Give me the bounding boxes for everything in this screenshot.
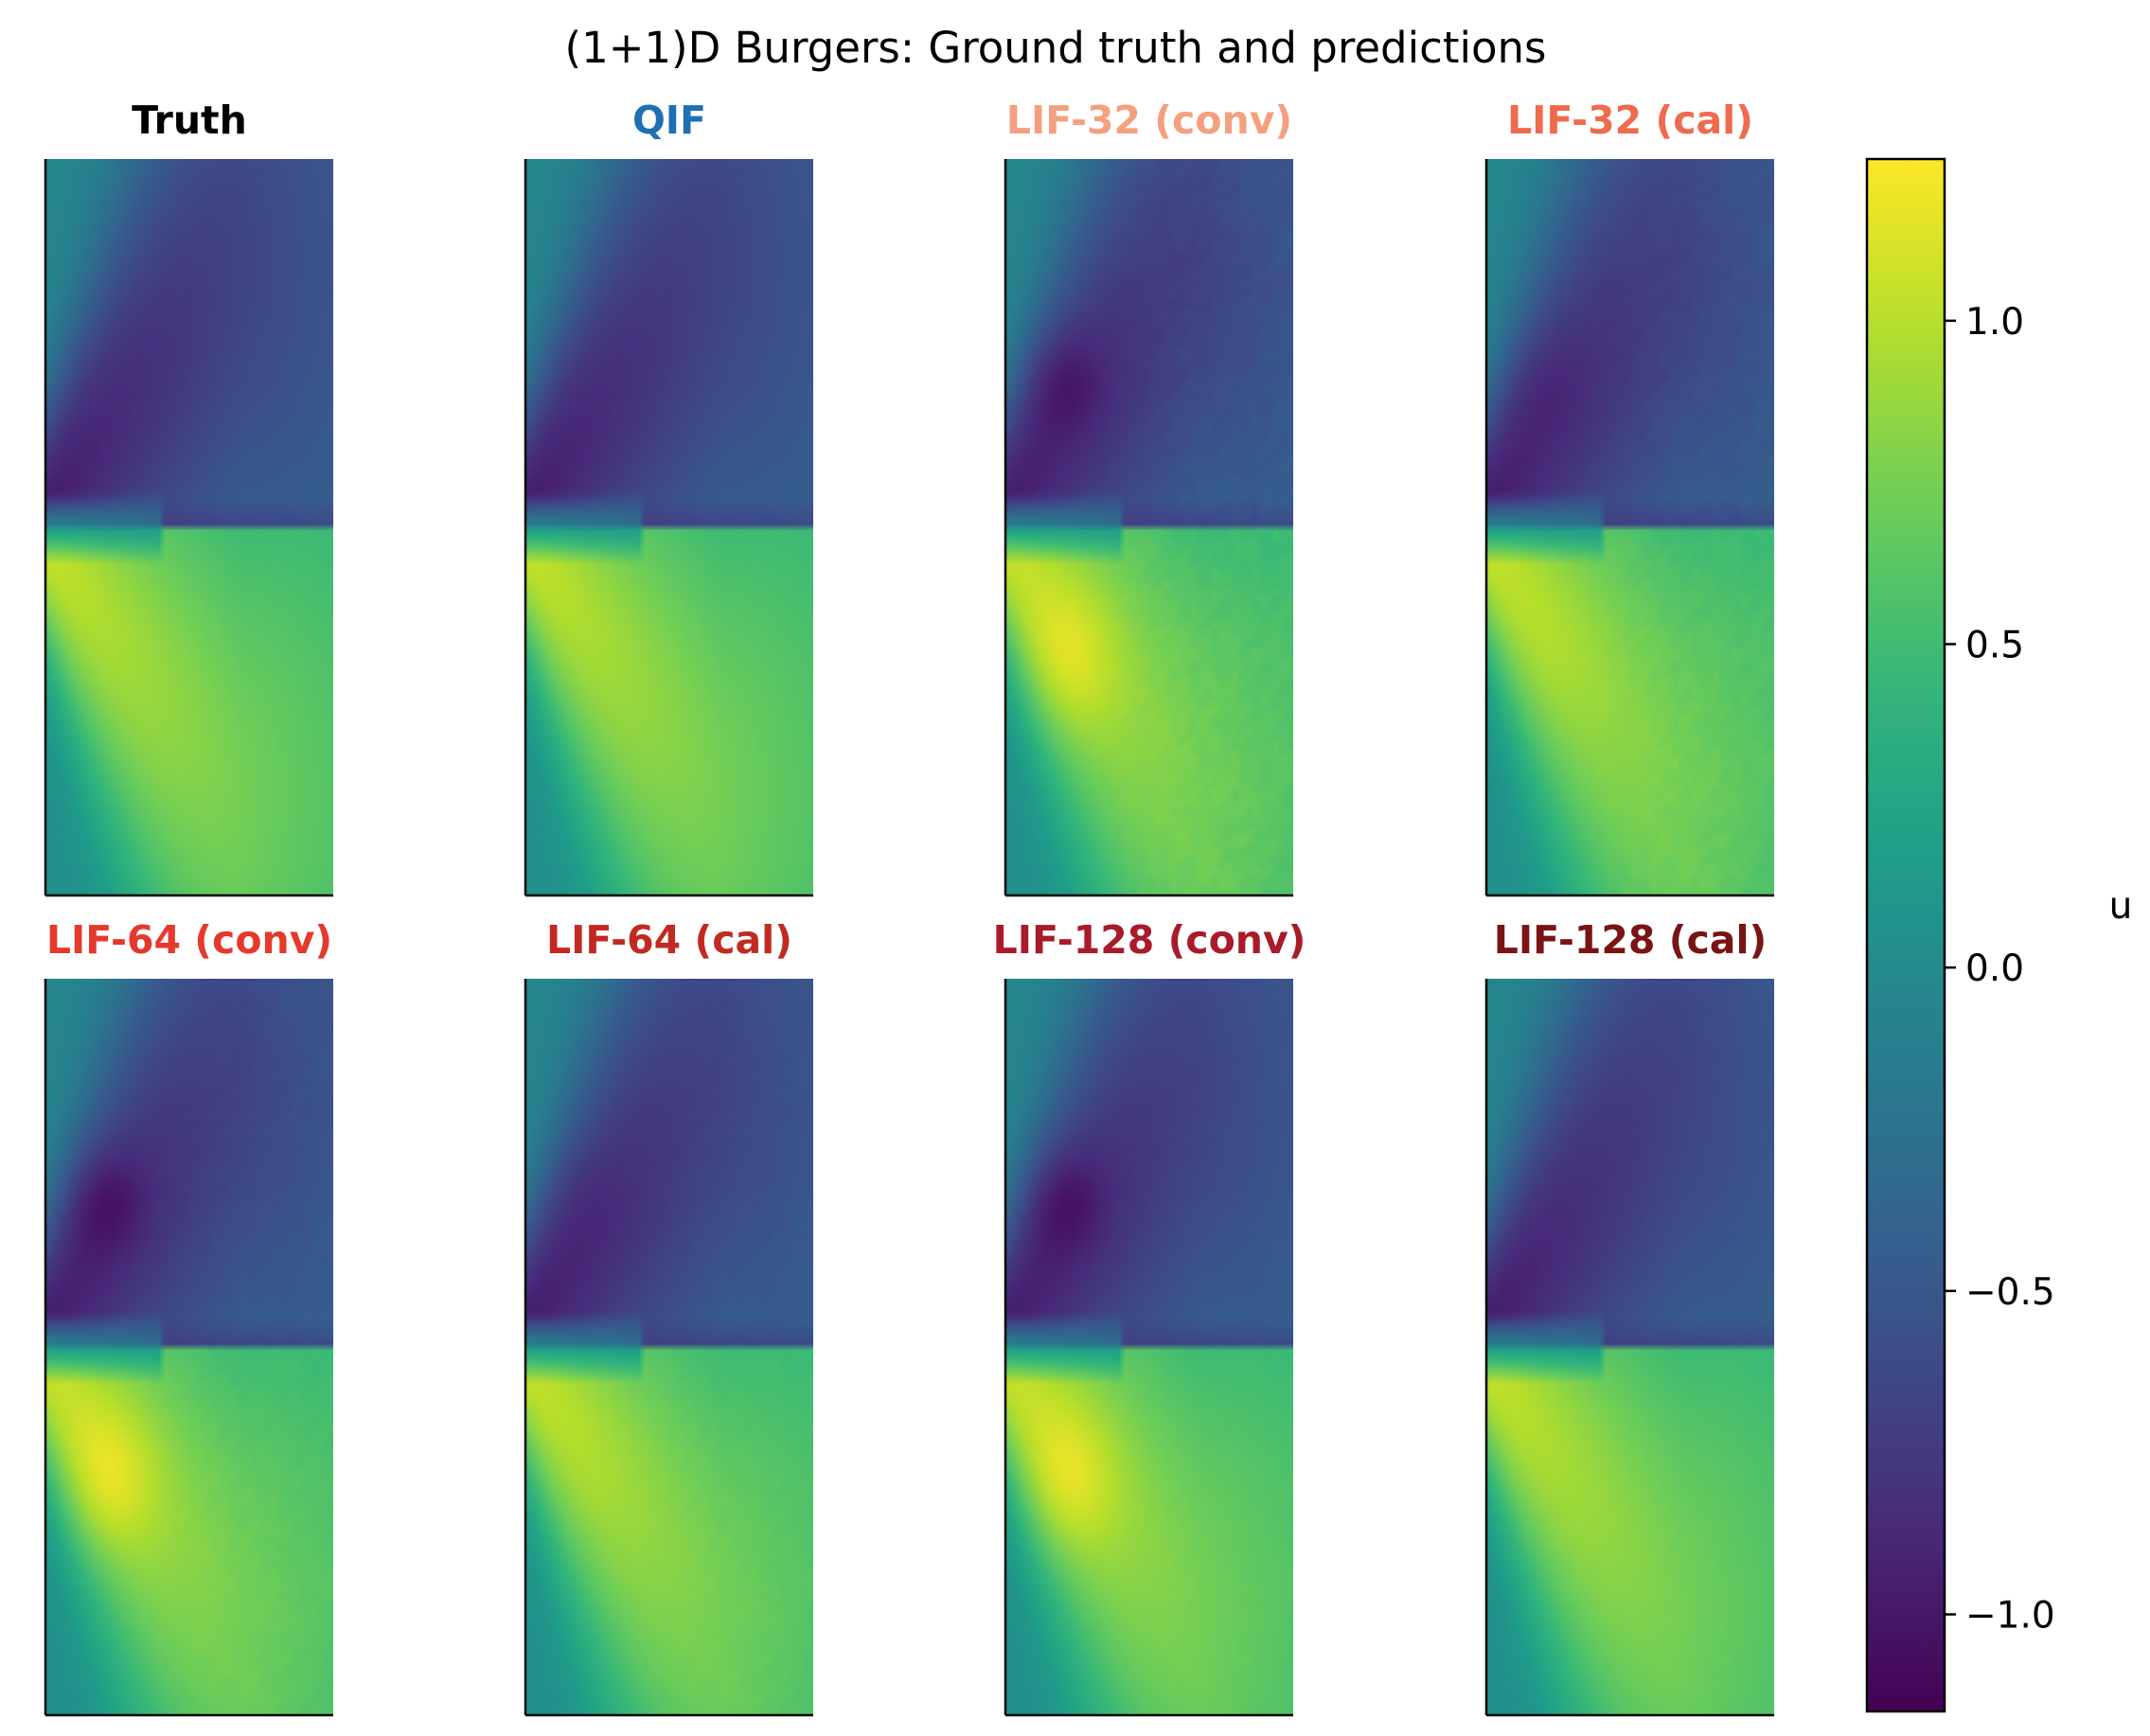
panel-title: LIF-128 (cal) xyxy=(1494,917,1768,963)
panel-title: QIF xyxy=(632,97,706,143)
panel-title: LIF-64 (conv) xyxy=(46,917,332,963)
heatmap-image xyxy=(525,159,813,895)
colorbar-gradient xyxy=(1865,157,1946,1713)
heatmap-image xyxy=(1486,159,1774,895)
colorbar-label: u xyxy=(2109,885,2133,928)
panel-title: LIF-32 (conv) xyxy=(1006,97,1292,143)
panel-7: LIF-128 (cal) xyxy=(1484,917,1774,1717)
panels: Truth QIF LIF-32 (conv) LIF-32 (cal) LIF-64 … xyxy=(44,97,1774,1717)
colorbar-tick-label: 0.5 xyxy=(1965,625,2024,667)
panel-2: LIF-32 (conv) xyxy=(1004,97,1293,897)
panel-title: LIF-128 (conv) xyxy=(993,917,1306,963)
panel-title: LIF-64 (cal) xyxy=(546,917,792,963)
colorbar-tick-label: −0.5 xyxy=(1965,1271,2055,1314)
heatmap-image xyxy=(45,979,333,1715)
colorbar-tick-label: −1.0 xyxy=(1965,1595,2055,1638)
colorbar: 1.0 0.5 0.0 −0.5 −1.0 u xyxy=(1865,157,2133,1713)
colorbar-tick-label: 1.0 xyxy=(1965,301,2024,344)
heatmap-image xyxy=(1486,979,1774,1715)
heatmap-image xyxy=(45,159,333,895)
figure-title: (1+1)D Burgers: Ground truth and predict… xyxy=(565,23,1547,73)
panel-title: LIF-32 (cal) xyxy=(1507,97,1753,143)
heatmap-image xyxy=(525,979,813,1715)
heatmap-image xyxy=(1005,979,1293,1715)
panel-title: Truth xyxy=(132,97,247,143)
heatmap-image xyxy=(1005,159,1293,895)
colorbar-tick-label: 0.0 xyxy=(1965,948,2024,990)
panel-4: LIF-64 (conv) xyxy=(44,917,333,1717)
panel-1: QIF xyxy=(524,97,813,897)
panel-5: LIF-64 (cal) xyxy=(524,917,813,1717)
panel-6: LIF-128 (conv) xyxy=(993,917,1306,1717)
panel-3: LIF-32 (cal) xyxy=(1484,97,1774,897)
panel-0: Truth xyxy=(44,97,333,897)
